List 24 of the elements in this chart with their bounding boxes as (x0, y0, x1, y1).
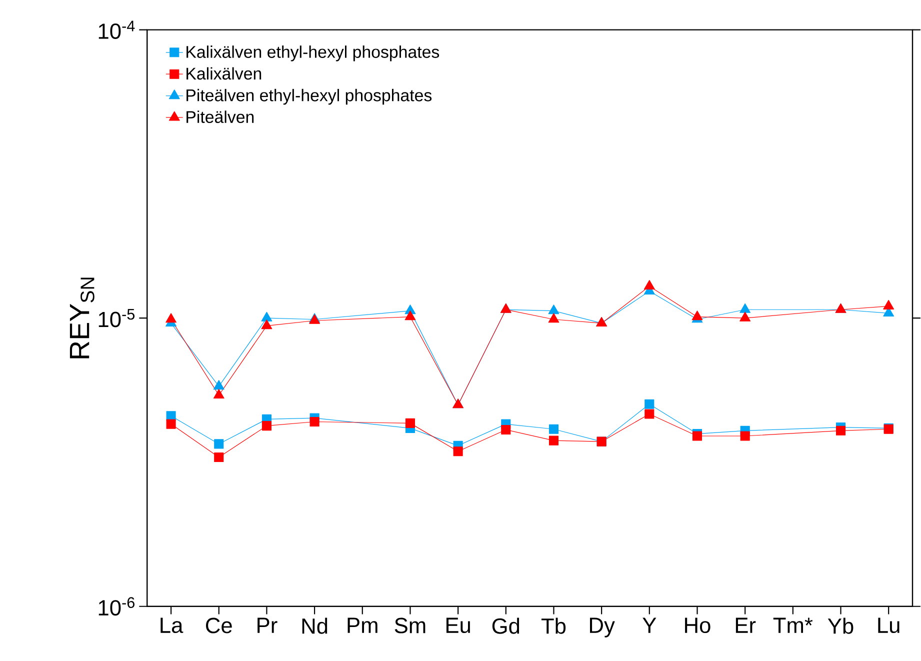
x-tick-label: Ho (685, 618, 710, 634)
x-tick-label: Eu (446, 618, 470, 634)
x-tick-label: Pr (258, 618, 278, 633)
y-axis-title: REY$_{SN}$ (70, 278, 94, 358)
x-tick-label: Yb (828, 618, 854, 634)
x-tick-label: La (160, 618, 184, 634)
x-tick-label: Tm* (773, 618, 813, 633)
legend-label: Piteälven ethyl-hexyl phosphates (186, 88, 432, 105)
legend-label: Piteälven (186, 110, 254, 124)
x-tick-label: Dy (590, 618, 615, 638)
legend-label: Kalixälven ethyl-hexyl phosphates (186, 46, 440, 62)
x-tick-label: Gd (492, 618, 520, 634)
y-tick-label: 10$^{-6}$ (98, 597, 134, 616)
x-tick-label: Lu (878, 618, 900, 634)
legend-label: Kalixälven (186, 67, 262, 80)
x-tick-label: Y (642, 618, 656, 633)
y-tick-label: 10$^{-4}$ (98, 20, 135, 39)
x-tick-label: Tb (541, 618, 566, 634)
x-tick-label: Pm (348, 618, 378, 633)
y-tick-label: 10$^{-5}$ (98, 308, 135, 328)
x-tick-label: Er (736, 618, 756, 633)
x-tick-label: Nd (302, 618, 328, 634)
x-tick-label: Sm (394, 618, 426, 634)
x-tick-label: Ce (206, 618, 232, 634)
